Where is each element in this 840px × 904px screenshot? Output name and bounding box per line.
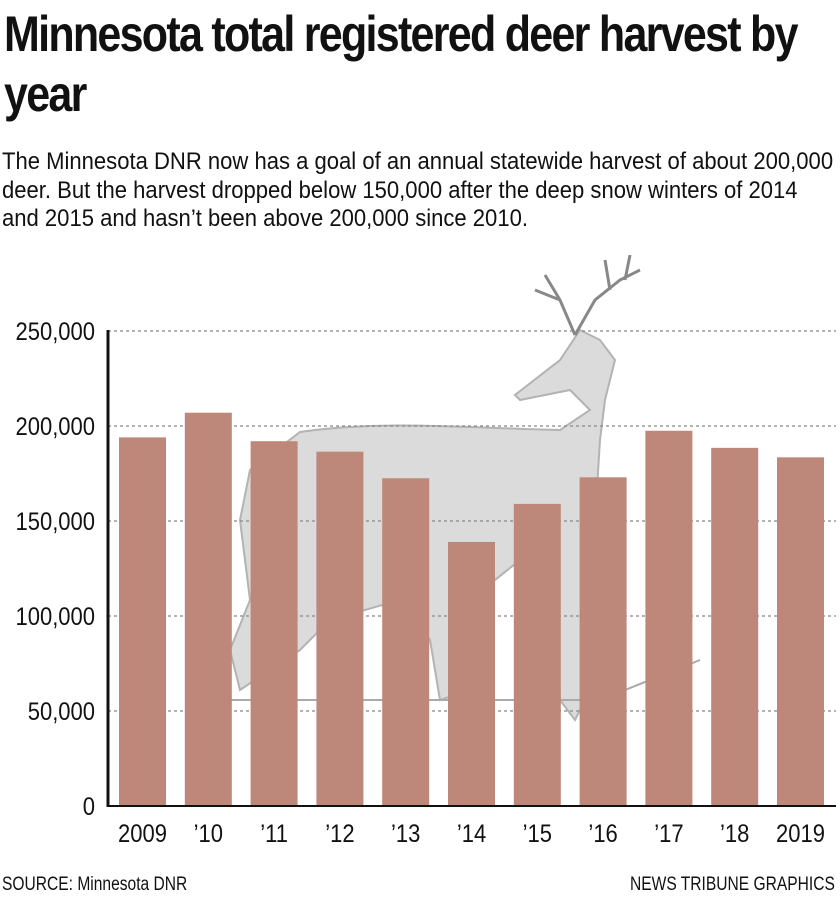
y-tick-label: 50,000: [28, 698, 95, 726]
x-tick-label: ’11: [260, 820, 288, 848]
chart-title: Minnesota total registered deer harvest …: [4, 6, 799, 122]
x-tick-label: ’14: [457, 820, 486, 848]
x-tick-label: ’18: [720, 820, 749, 848]
x-tick-label: 2019: [776, 820, 825, 848]
bar-2009: [119, 437, 166, 806]
x-tick-label: ’12: [325, 820, 354, 848]
bar-17: [645, 430, 693, 806]
y-tick-label: 100,000: [16, 603, 95, 631]
bar-10: [184, 412, 232, 806]
y-tick-label: 250,000: [16, 318, 95, 346]
y-tick-label: 0: [83, 793, 95, 821]
credit-note: NEWS TRIBUNE GRAPHICS: [630, 874, 835, 895]
bar-18: [711, 447, 759, 806]
bar-12: [316, 451, 364, 806]
y-tick-label: 200,000: [16, 413, 95, 441]
x-tick-label: ’17: [654, 820, 683, 848]
x-tick-label: ’10: [194, 820, 223, 848]
x-tick-label: ’13: [391, 820, 420, 848]
bar-11: [250, 441, 298, 806]
y-tick-label: 150,000: [16, 508, 95, 536]
x-tick-label: 2009: [118, 820, 167, 848]
bar-2019: [777, 457, 824, 806]
x-tick-label: ’16: [588, 820, 617, 848]
chart-subtitle: The Minnesota DNR now has a goal of an a…: [2, 148, 834, 232]
bar-15: [513, 503, 561, 806]
x-tick-label: ’15: [523, 820, 552, 848]
bar-14: [448, 541, 495, 806]
bar-16: [579, 477, 627, 806]
bar-13: [382, 478, 430, 806]
source-note: SOURCE: Minnesota DNR: [2, 874, 188, 895]
